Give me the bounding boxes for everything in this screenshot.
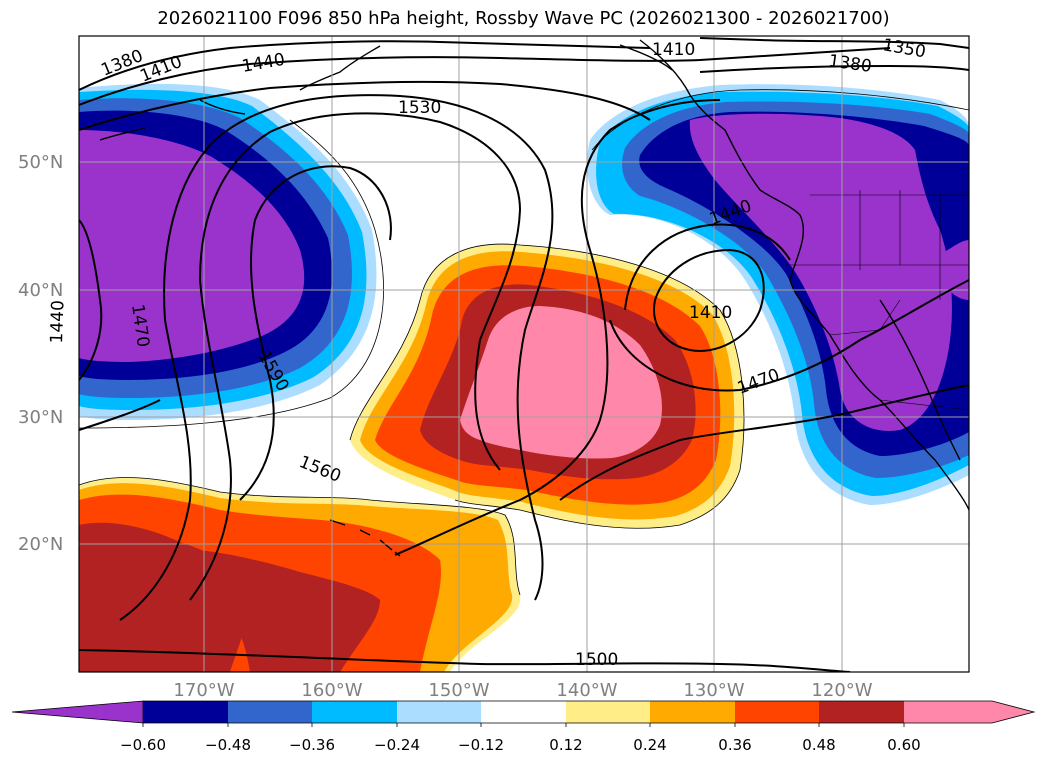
map-title: 2026021100 F096 850 hPa height, Rossby W…: [157, 8, 890, 29]
lon-label-150w: 150°W: [428, 680, 490, 701]
positive-anomaly-south: [79, 477, 521, 672]
colorbar-swatch: [735, 701, 819, 723]
lon-label-130w: 130°W: [683, 680, 745, 701]
colorbar-tick: 0.48: [802, 736, 836, 754]
shaded-fields: [79, 83, 969, 672]
lon-label-140w: 140°W: [556, 680, 618, 701]
colorbar-tick: −0.12: [458, 736, 504, 754]
colorbar-tick: −0.60: [120, 736, 166, 754]
colorbar-extend-low: [11, 700, 144, 724]
colorbar-swatch: [228, 701, 312, 723]
colorbar-swatch: [650, 701, 735, 723]
map-plot: 1380 1410 1440 1530 1410 1350 1380 1440 …: [47, 35, 970, 673]
thin-contours: [79, 89, 969, 596]
coastlines: [99, 39, 969, 557]
contour-label: 1530: [398, 98, 441, 118]
positive-anomaly-central: [350, 244, 744, 529]
height-contours: [79, 37, 969, 672]
contour-label: 1500: [575, 650, 618, 670]
colorbar: [11, 700, 1036, 727]
lat-label-20n: 20°N: [18, 534, 64, 555]
colorbar-swatch: [481, 701, 566, 723]
lat-label-40n: 40°N: [18, 280, 64, 301]
contour-label: 1410: [689, 303, 732, 323]
negative-anomaly-west: [79, 83, 377, 420]
colorbar-extend-high: [904, 701, 1034, 723]
lon-label-160w: 160°W: [301, 680, 363, 701]
colorbar-tick: 0.24: [633, 736, 667, 754]
lon-label-120w: 120°W: [811, 680, 873, 701]
colorbar-swatch: [566, 701, 650, 723]
colorbar-swatch: [397, 701, 481, 723]
lat-label-30n: 30°N: [18, 407, 64, 428]
colorbar-swatch: [312, 701, 397, 723]
colorbar-tick: −0.36: [289, 736, 335, 754]
colorbar-swatch: [143, 701, 228, 723]
gridlines: [79, 36, 969, 672]
colorbar-tick: 0.12: [549, 736, 583, 754]
colorbar-swatch: [819, 701, 904, 723]
colorbar-tick: 0.36: [718, 736, 752, 754]
colorbar-tick: 0.60: [887, 736, 921, 754]
contour-label: 1410: [652, 40, 695, 60]
lat-label-50n: 50°N: [18, 152, 64, 173]
lon-label-170w: 170°W: [173, 680, 235, 701]
map-frame: [78, 35, 970, 673]
colorbar-tick: −0.48: [205, 736, 251, 754]
contour-label: 1440: [47, 300, 68, 344]
colorbar-tick: −0.24: [374, 736, 420, 754]
